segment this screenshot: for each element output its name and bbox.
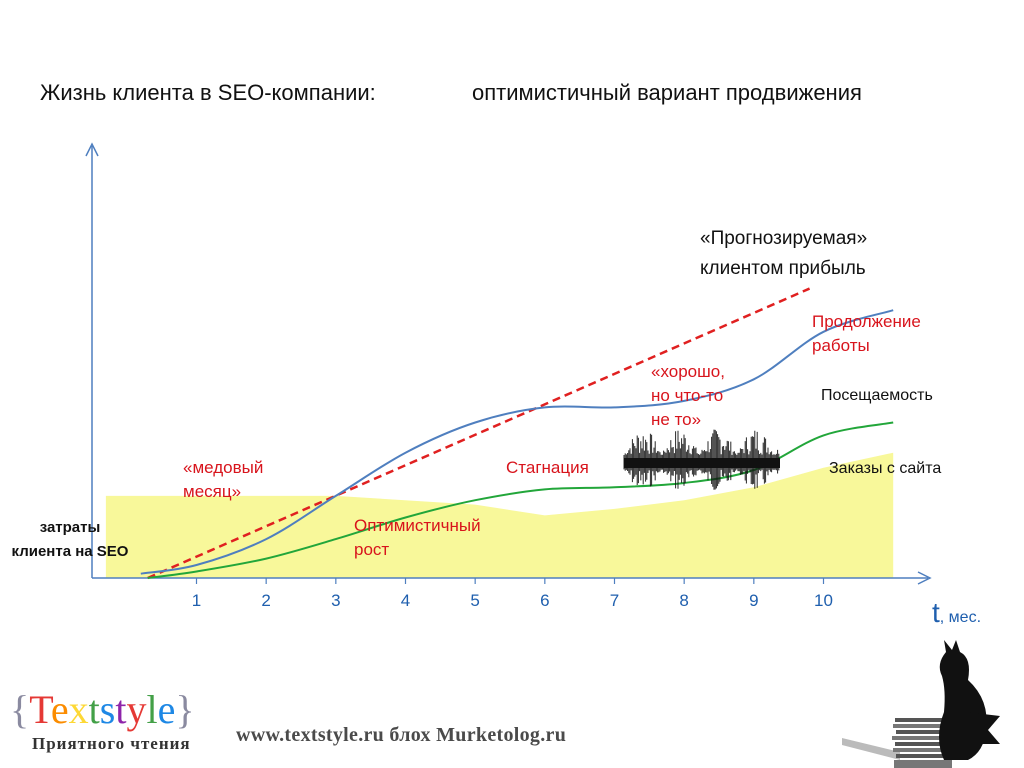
logo-letter: e (157, 687, 176, 732)
stagnation-label: Стагнация (506, 458, 589, 477)
good-but-label: «хорошо, но что-то не то» (651, 360, 725, 432)
ticks-layer: 1 2 3 4 5 6 7 8 9 10 (192, 578, 833, 610)
continuation-label: Продолжение работы (812, 310, 921, 358)
x-tick-label: 3 (331, 591, 340, 610)
logo-tagline: Приятного чтения (32, 734, 191, 753)
orders-series-label: Заказы с сайта (829, 460, 942, 477)
honeymoon-line-1: «медовый (183, 458, 264, 477)
costs-line-1: затраты (39, 519, 101, 536)
good-but-line-3: не то» (651, 410, 702, 429)
optimistic-growth-label: Оптимистичный рост (354, 514, 481, 562)
forecast-profit-line-1: «Прогнозируемая» (700, 228, 868, 249)
optimistic-growth-line-1: Оптимистичный (354, 516, 481, 535)
page-title-right: оптимистичный вариант продвижения (472, 80, 862, 105)
cat-on-books-icon (842, 640, 1000, 768)
optimistic-growth-line-2: рост (354, 540, 390, 559)
logo-letter: y (126, 687, 147, 732)
x-tick-label: 6 (540, 591, 549, 610)
continuation-line-2: работы (812, 336, 870, 355)
x-tick-label: 8 (679, 591, 688, 610)
forecast-profit-line (147, 287, 811, 580)
x-tick-label: 1 (192, 591, 201, 610)
honeymoon-line-2: месяц» (183, 482, 242, 501)
x-tick-label: 9 (749, 591, 758, 610)
continuation-line-1: Продолжение (812, 312, 921, 331)
waveform-noise-icon (623, 429, 780, 490)
logo-letter: t (115, 687, 127, 732)
honeymoon-label: «медовый месяц» (183, 456, 263, 504)
good-but-line-2: но что-то (651, 386, 724, 405)
traffic-series-label: Посещаемость (821, 387, 933, 404)
x-tick-label: 5 (470, 591, 479, 610)
textstyle-logo[interactable]: {Textstyle} Приятного чтения (10, 688, 220, 768)
x-tick-label: 7 (610, 591, 619, 610)
costs-label: затраты клиента на SEO (4, 516, 136, 564)
good-but-line-1: «хорошо, (651, 362, 725, 381)
x-tick-label: 10 (814, 591, 833, 610)
traffic-line (140, 309, 894, 575)
x-axis-unit-symbol: t (932, 597, 940, 628)
axes-layer (85, 142, 932, 585)
logo-letter: T (29, 687, 51, 732)
x-tick-label: 2 (261, 591, 270, 610)
y-axis-arrow (85, 142, 99, 157)
logo-letter: e (50, 687, 69, 732)
logo-letters: Textstyle (29, 687, 175, 732)
x-axis-arrow (917, 571, 932, 585)
footer-url-line[interactable]: www.textstyle.ru блох Murketolog.ru (236, 724, 567, 746)
costs-line-2: клиента на SEO (11, 543, 129, 560)
cost-area (105, 452, 894, 578)
x-tick-label: 4 (401, 591, 410, 610)
forecast-profit-label: «Прогнозируемая» клиентом прибыль (700, 224, 867, 284)
page-title-left: Жизнь клиента в SEO-компании: (40, 80, 376, 105)
logo-letter: l (146, 687, 158, 732)
logo-letter: x (68, 687, 89, 732)
logo-letter: t (88, 687, 100, 732)
x-axis-unit-label: , мес. (939, 609, 982, 626)
forecast-profit-line-2: клиентом прибыль (700, 258, 866, 279)
logo-wordmark: {Textstyle} (10, 687, 195, 732)
logo-letter: s (99, 687, 116, 732)
cost-area-layer (105, 452, 894, 578)
x-axis-unit: t, мес. (932, 597, 981, 629)
noise-core (624, 458, 780, 468)
